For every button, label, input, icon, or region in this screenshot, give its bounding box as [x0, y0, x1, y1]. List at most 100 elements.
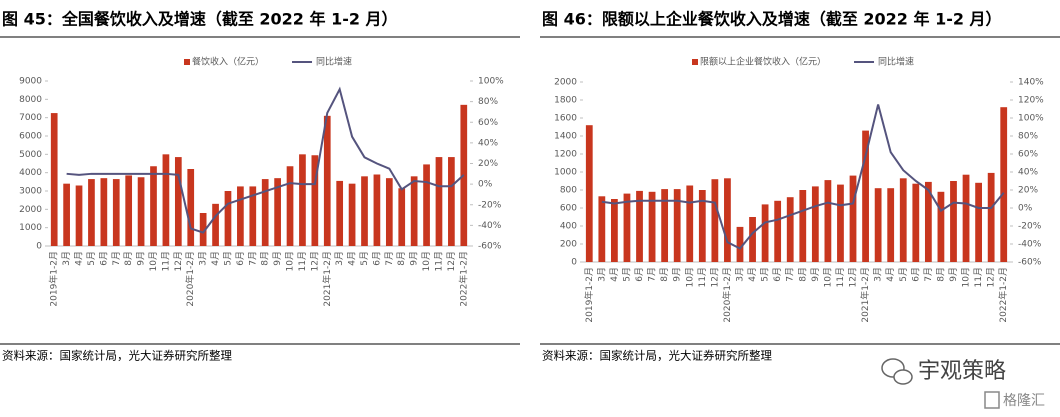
x-tick-label: 6月 [371, 251, 382, 266]
x-tick-label: 9月 [948, 267, 959, 282]
bar [237, 186, 244, 246]
bar [112, 179, 120, 246]
bar [673, 189, 681, 262]
x-tick-label: 5月 [898, 267, 909, 282]
x-tick-label: 2020年1-2月 [721, 267, 733, 323]
x-tick-label: 6月 [235, 251, 246, 266]
bar [361, 176, 368, 246]
legend-label: 同比增速 [878, 56, 914, 68]
x-tick-label: 7月 [111, 251, 122, 266]
x-tick-label: 11月 [973, 267, 984, 287]
chart-title: 图 46：限额以上企业餐饮收入及增速（截至 2022 年 1-2 月） [542, 10, 1002, 29]
y2-tick-label: -60% [478, 242, 502, 252]
x-tick-label: 9月 [810, 267, 821, 282]
bar [698, 190, 706, 262]
y-tick-label: 3000 [19, 187, 42, 197]
x-tick-label: 6月 [98, 251, 109, 266]
legend-swatch [184, 59, 190, 65]
x-tick-label: 5月 [222, 251, 233, 266]
y-tick-label: 2000 [19, 205, 42, 215]
bar [598, 196, 606, 262]
x-tick-label: 11月 [835, 267, 846, 287]
y2-tick-label: 0% [1018, 204, 1033, 214]
legend-label: 同比增速 [316, 56, 352, 68]
y-tick-label: 800 [560, 186, 577, 196]
y2-tick-label: 60% [1018, 150, 1038, 160]
bar [937, 191, 945, 262]
bar [736, 226, 744, 262]
x-tick-label: 11月 [160, 251, 171, 271]
y2-tick-label: 100% [478, 77, 504, 87]
x-tick-label: 9月 [136, 251, 147, 266]
y2-tick-label: 40% [1018, 168, 1038, 178]
bar [636, 190, 643, 262]
y-tick-label: 1000 [554, 168, 577, 178]
x-tick-label: 2022年1-2月 [997, 267, 1009, 323]
bar [199, 213, 207, 246]
y-tick-label: 1800 [554, 96, 577, 106]
bar [385, 178, 393, 246]
x-tick-label: 10月 [285, 251, 296, 271]
bar [373, 174, 381, 246]
x-tick-label: 3月 [734, 267, 745, 282]
y2-tick-label: -20% [478, 200, 502, 210]
y2-tick-label: 20% [1018, 186, 1038, 196]
y2-tick-label: 100% [1018, 114, 1044, 124]
x-tick-label: 3月 [596, 267, 607, 282]
x-tick-label: 12月 [986, 267, 997, 287]
y2-tick-label: -60% [1018, 258, 1042, 268]
bar [187, 169, 195, 246]
x-tick-label: 6月 [910, 267, 921, 282]
bar [661, 189, 669, 262]
bar [924, 181, 932, 262]
bar [435, 157, 443, 246]
y-tick-label: 200 [560, 240, 577, 250]
x-tick-label: 5月 [359, 251, 370, 266]
y-tick-label: 1400 [554, 132, 577, 142]
x-tick-label: 12月 [309, 251, 320, 271]
x-tick-label: 11月 [697, 267, 708, 287]
x-tick-label: 6月 [772, 267, 783, 282]
x-tick-label: 8月 [659, 267, 670, 282]
x-tick-label: 8月 [260, 251, 271, 266]
bar [749, 217, 756, 262]
bar [899, 178, 907, 262]
bar [811, 186, 819, 262]
x-tick-label: 9月 [272, 251, 283, 266]
x-tick-label: 12月 [709, 267, 720, 287]
line [66, 86, 465, 234]
x-tick-label: 8月 [797, 267, 808, 282]
bar [786, 197, 794, 262]
bar [311, 155, 319, 246]
bar [249, 186, 257, 246]
y-tick-label: 1600 [554, 114, 577, 124]
y2-tick-label: 120% [1018, 96, 1044, 106]
bar [724, 178, 731, 262]
y2-tick-label: 60% [478, 118, 498, 128]
x-tick-label: 4月 [74, 251, 85, 266]
y2-tick-label: 40% [478, 138, 498, 148]
x-tick-label: 5月 [760, 267, 771, 282]
bar [137, 177, 145, 246]
x-tick-label: 3月 [61, 251, 72, 266]
x-tick-label: 2019年1-2月 [48, 251, 60, 307]
y-tick-label: 5000 [19, 150, 42, 160]
x-tick-label: 4月 [210, 251, 221, 266]
source: 资料来源：国家统计局，光大证券研究所整理 [542, 349, 772, 363]
bar [88, 179, 95, 246]
y-tick-label: 2000 [554, 78, 577, 88]
bar [824, 180, 832, 262]
legend-label: 限额以上企业餐饮收入（亿元） [700, 56, 826, 68]
bar [286, 166, 294, 246]
x-tick-label: 4月 [747, 267, 758, 282]
x-tick-label: 12月 [173, 251, 184, 271]
bar [585, 125, 593, 262]
bar [837, 184, 844, 262]
bar [75, 185, 83, 246]
wechat-icon [881, 358, 913, 385]
y-tick-label: 6000 [19, 132, 42, 142]
x-tick-label: 9月 [409, 251, 420, 266]
bar [299, 154, 306, 246]
bar [224, 191, 232, 246]
